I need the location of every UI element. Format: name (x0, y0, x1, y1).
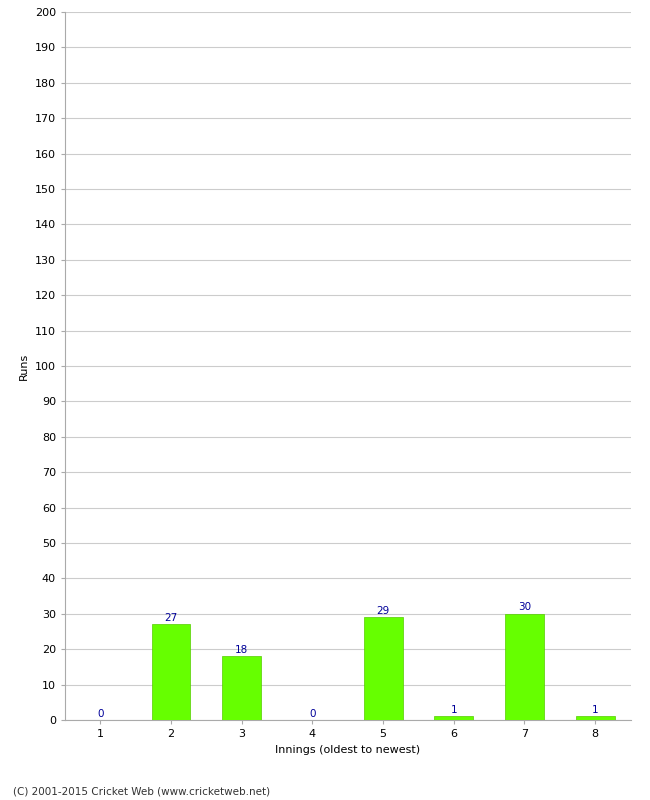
Text: 27: 27 (164, 613, 177, 623)
Bar (151, 625, 190, 720)
Bar (363, 618, 402, 720)
Text: 30: 30 (518, 602, 531, 612)
Text: 18: 18 (235, 645, 248, 655)
Text: 29: 29 (376, 606, 390, 616)
Bar (434, 717, 473, 720)
Bar (222, 656, 261, 720)
Text: (C) 2001-2015 Cricket Web (www.cricketweb.net): (C) 2001-2015 Cricket Web (www.cricketwe… (13, 786, 270, 796)
Text: 0: 0 (309, 709, 316, 718)
Text: 0: 0 (97, 709, 103, 718)
Bar (505, 614, 544, 720)
Text: 1: 1 (450, 705, 457, 715)
Text: 1: 1 (592, 705, 599, 715)
X-axis label: Innings (oldest to newest): Innings (oldest to newest) (275, 745, 421, 754)
Y-axis label: Runs: Runs (20, 352, 29, 380)
Bar (576, 717, 615, 720)
